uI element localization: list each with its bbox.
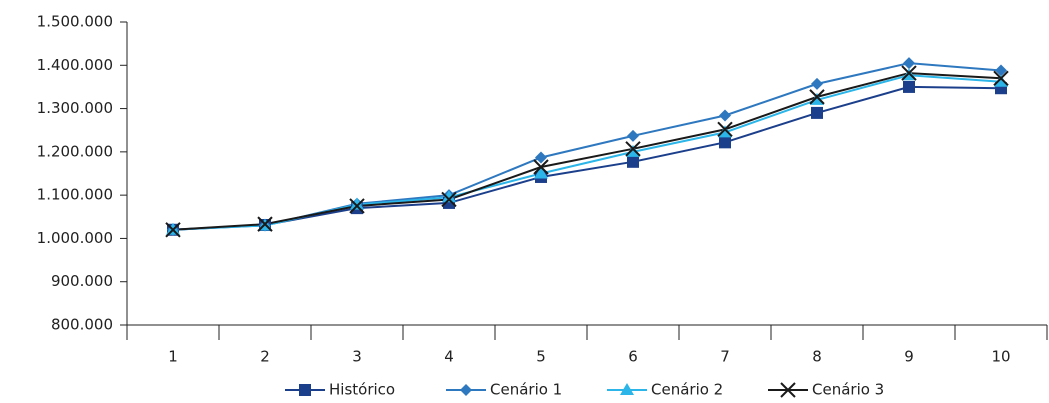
x-tick-label: 2 [260,348,270,366]
marker [994,74,1008,87]
legend-item: Cenário 1 [446,381,562,399]
marker [809,89,825,105]
marker [299,384,311,396]
series-line [172,74,1002,231]
marker [718,125,732,138]
marker [441,191,457,208]
marker [533,159,549,175]
y-tick-label: 1.400.000 [37,56,113,74]
marker [995,64,1007,77]
marker [717,121,733,138]
marker [626,144,640,157]
marker [535,151,547,164]
legend-label: Cenário 1 [490,381,562,399]
marker [903,80,915,93]
marker [780,382,796,398]
marker [811,77,823,90]
series-line [172,62,1002,231]
marker [627,129,639,142]
x-tick-label: 6 [628,348,638,366]
x-tick-label: 4 [444,348,454,366]
marker [165,222,181,238]
marker [901,65,917,81]
marker [257,216,273,232]
marker [719,136,731,149]
marker [625,141,641,157]
y-tick-label: 1.000.000 [37,229,113,247]
legend-item: Histórico [285,381,395,399]
series-line [172,85,1002,231]
series-line [172,72,1002,231]
x-tick-label: 3 [352,348,362,366]
y-tick-label: 1.100.000 [37,186,113,204]
x-tick-label: 8 [812,348,822,366]
marker [810,92,824,105]
y-tick-label: 1.200.000 [37,142,113,160]
x-tick-label: 9 [904,348,914,366]
marker [350,197,364,210]
y-tick-label: 1.500.000 [37,13,113,31]
marker [349,198,365,214]
y-tick-label: 800.000 [51,316,113,334]
marker [719,109,731,122]
marker [811,106,823,119]
legend-label: Cenário 3 [812,381,884,399]
legend-item: Cenário 3 [768,381,884,399]
marker [460,384,472,396]
marker [627,155,639,168]
marker [534,166,548,179]
y-tick-label: 900.000 [51,272,113,290]
legend-label: Histórico [329,381,395,399]
marker [903,57,915,70]
x-tick-label: 5 [536,348,546,366]
x-tick-label: 10 [991,348,1010,366]
marker [620,383,634,395]
legend-label: Cenário 2 [651,381,723,399]
x-tick-label: 7 [720,348,730,366]
x-tick-label: 1 [168,348,178,366]
y-tick-label: 1.300.000 [37,99,113,117]
marker [442,190,456,203]
marker [993,70,1009,86]
legend-item: Cenário 2 [607,381,723,399]
